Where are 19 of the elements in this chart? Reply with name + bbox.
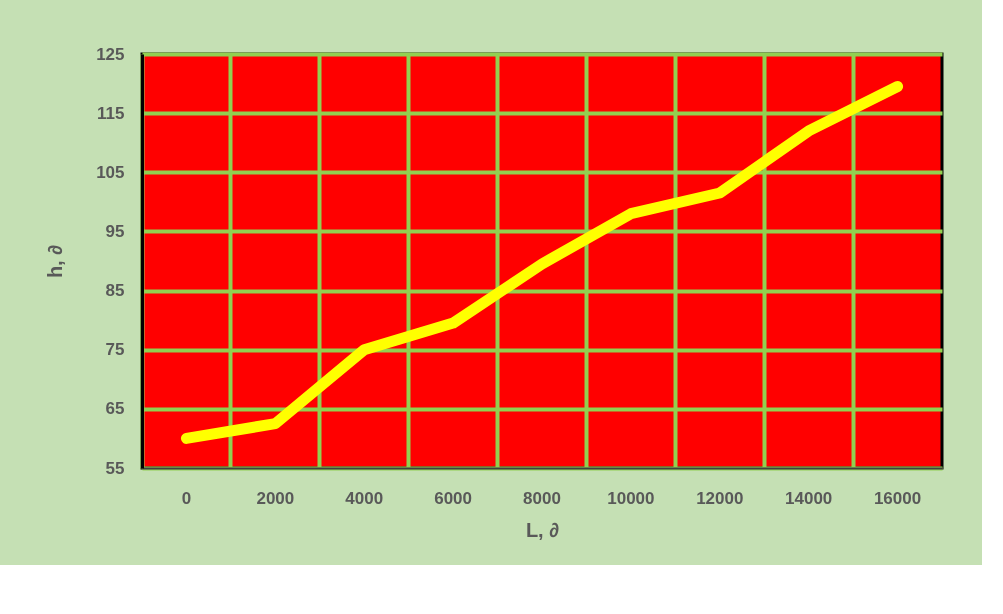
x-tick-label: 6000 — [434, 488, 473, 508]
x-tick-label: 14000 — [785, 488, 833, 508]
y-tick-label: 55 — [105, 458, 125, 478]
y-tick-label: 65 — [105, 399, 125, 419]
x-tick-label: 4000 — [345, 488, 384, 508]
y-tick-label: 75 — [105, 340, 125, 360]
y-tick-label: 85 — [105, 281, 125, 301]
y-axis-title: h, ∂ — [44, 244, 67, 279]
y-tick-label: 105 — [96, 162, 125, 182]
y-tick-label: 115 — [97, 103, 125, 123]
x-tick-label: 10000 — [607, 488, 655, 508]
x-tick-label: 0 — [181, 488, 192, 508]
y-tick-label: 95 — [105, 221, 125, 241]
x-tick-label: 8000 — [523, 488, 561, 508]
x-tick-label: 2000 — [256, 488, 295, 508]
x-axis-title: L, ∂ — [525, 518, 560, 541]
x-tick-label: 16000 — [873, 488, 922, 508]
x-tick-label: 12000 — [696, 488, 744, 508]
y-tick-label: 125 — [96, 44, 125, 64]
